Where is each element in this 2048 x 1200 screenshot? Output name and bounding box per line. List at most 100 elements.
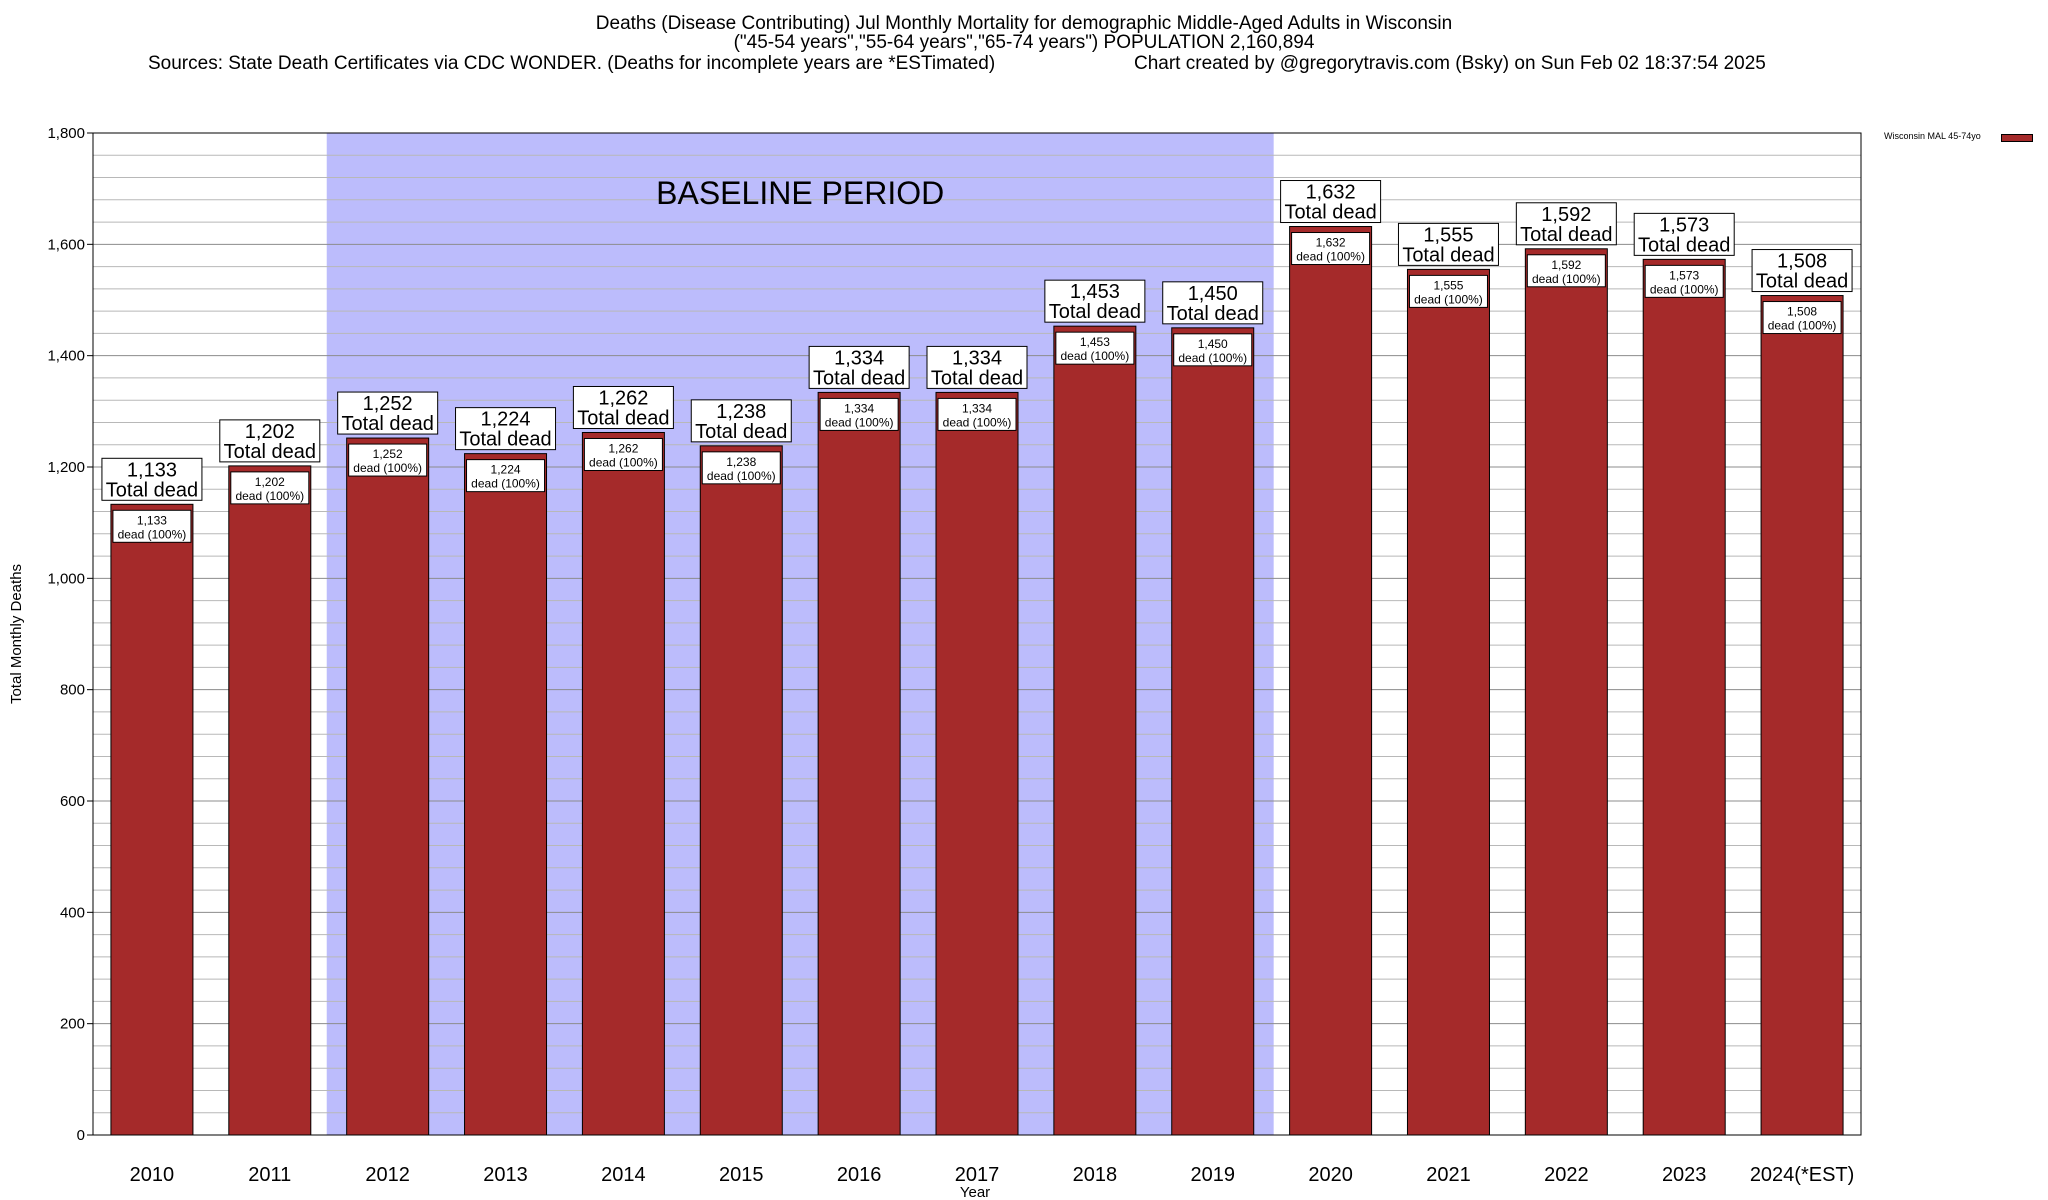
top-label-value: 1,450 xyxy=(1188,283,1238,305)
inner-label-value: 1,262 xyxy=(608,441,638,455)
top-label-suffix: Total dead xyxy=(1284,202,1376,224)
inner-label-suffix: dead (100%) xyxy=(825,415,894,429)
inner-label-suffix: dead (100%) xyxy=(353,461,422,475)
top-label-box xyxy=(1397,222,1499,266)
y-tick-label: 1,400 xyxy=(47,348,85,365)
chart-sources: Sources: State Death Certificates via CD… xyxy=(148,53,996,74)
top-label-value: 1,252 xyxy=(363,393,413,415)
inner-label-suffix: dead (100%) xyxy=(235,489,304,503)
bar xyxy=(817,391,901,1136)
bar xyxy=(1760,295,1844,1136)
inner-label-suffix: dead (100%) xyxy=(118,527,187,541)
inner-label-suffix: dead (100%) xyxy=(1178,351,1247,365)
top-label-box xyxy=(690,399,792,443)
inner-label-suffix: dead (100%) xyxy=(943,415,1012,429)
inner-label-box xyxy=(1291,232,1371,266)
top-label-value: 1,202 xyxy=(245,421,295,443)
x-tick-label: 2012 xyxy=(365,1164,410,1186)
y-tick-label: 0 xyxy=(77,1127,85,1144)
inner-label-value: 1,334 xyxy=(844,401,874,415)
inner-label-value: 1,252 xyxy=(373,447,403,461)
chart-credit: Chart created by @gregorytravis.com (Bsk… xyxy=(1134,53,1766,74)
inner-label-box xyxy=(583,437,663,471)
top-label-box xyxy=(1280,180,1382,224)
x-tick-label: 2010 xyxy=(130,1164,175,1186)
inner-label-value: 1,238 xyxy=(726,455,756,469)
top-label-value: 1,238 xyxy=(716,401,766,423)
bar xyxy=(1642,258,1726,1136)
y-tick-label: 1,800 xyxy=(47,125,85,142)
top-label-value: 1,555 xyxy=(1423,224,1473,246)
top-label-suffix: Total dead xyxy=(695,421,787,443)
inner-label-suffix: dead (100%) xyxy=(589,455,658,469)
bar xyxy=(1171,327,1255,1136)
y-tick-label: 1,600 xyxy=(47,236,85,253)
legend-swatch xyxy=(2001,134,2033,142)
x-tick-label: 2015 xyxy=(719,1164,764,1186)
top-label-suffix: Total dead xyxy=(1756,271,1848,293)
y-tick-label: 1,200 xyxy=(47,459,85,476)
y-tick-label: 400 xyxy=(60,904,85,921)
inner-label-suffix: dead (100%) xyxy=(471,477,540,491)
x-tick-label: 2017 xyxy=(955,1164,1000,1186)
top-label-box xyxy=(455,407,557,451)
x-tick-label: 2022 xyxy=(1544,1164,1589,1186)
top-label-value: 1,508 xyxy=(1777,251,1827,273)
y-tick-label: 1,000 xyxy=(47,570,85,587)
top-label-box xyxy=(926,345,1028,389)
top-label-value: 1,224 xyxy=(481,409,531,431)
baseline-label: BASELINE PERIOD xyxy=(656,175,944,211)
top-label-box xyxy=(1162,281,1264,325)
top-label-suffix: Total dead xyxy=(224,441,316,463)
top-label-value: 1,453 xyxy=(1070,281,1120,303)
inner-label-value: 1,555 xyxy=(1433,278,1463,292)
top-label-suffix: Total dead xyxy=(813,367,905,389)
top-label-box xyxy=(808,345,910,389)
bar xyxy=(1053,325,1137,1136)
x-tick-label: 2024(*EST) xyxy=(1750,1164,1855,1186)
bar xyxy=(1406,268,1490,1136)
inner-label-value: 1,334 xyxy=(962,401,992,415)
inner-label-box xyxy=(1408,274,1488,308)
inner-label-value: 1,632 xyxy=(1316,236,1346,250)
top-label-box xyxy=(1751,249,1853,293)
y-axis-label: Total Monthly Deaths xyxy=(8,564,25,704)
inner-label-box xyxy=(348,443,428,477)
top-label-box xyxy=(337,391,439,435)
y-tick-label: 600 xyxy=(60,793,85,810)
bar xyxy=(464,453,548,1136)
x-tick-label: 2019 xyxy=(1190,1164,1235,1186)
inner-label-box xyxy=(466,459,546,493)
inner-label-value: 1,202 xyxy=(255,475,285,489)
x-tick-label: 2011 xyxy=(248,1164,291,1186)
inner-label-value: 1,592 xyxy=(1551,258,1581,272)
top-label-suffix: Total dead xyxy=(1520,224,1612,246)
chart-title: Deaths (Disease Contributing) Jul Monthl… xyxy=(595,13,1453,34)
top-label-box xyxy=(219,419,321,463)
top-label-value: 1,573 xyxy=(1659,214,1709,236)
inner-label-value: 1,450 xyxy=(1198,337,1228,351)
bar xyxy=(1524,248,1608,1136)
inner-label-box xyxy=(1644,264,1724,298)
top-label-suffix: Total dead xyxy=(1638,234,1730,256)
x-tick-label: 2023 xyxy=(1662,1164,1707,1186)
inner-label-box xyxy=(230,471,310,505)
inner-label-value: 1,453 xyxy=(1080,335,1110,349)
y-tick-label: 800 xyxy=(60,682,85,699)
chart-subtitle: ("45-54 years","55-64 years","65-74 year… xyxy=(733,32,1315,53)
top-label-suffix: Total dead xyxy=(459,429,551,451)
inner-label-box xyxy=(1055,331,1135,365)
top-label-box xyxy=(1515,202,1617,246)
inner-label-value: 1,508 xyxy=(1787,305,1817,319)
bar xyxy=(228,465,312,1136)
top-label-box xyxy=(1044,279,1146,323)
x-tick-label: 2018 xyxy=(1073,1164,1118,1186)
inner-label-suffix: dead (100%) xyxy=(1061,349,1130,363)
inner-label-box xyxy=(937,397,1017,431)
bar xyxy=(935,391,1019,1136)
x-tick-label: 2013 xyxy=(483,1164,528,1186)
top-label-suffix: Total dead xyxy=(1402,244,1494,266)
top-label-value: 1,262 xyxy=(598,387,648,409)
inner-label-value: 1,573 xyxy=(1669,268,1699,282)
